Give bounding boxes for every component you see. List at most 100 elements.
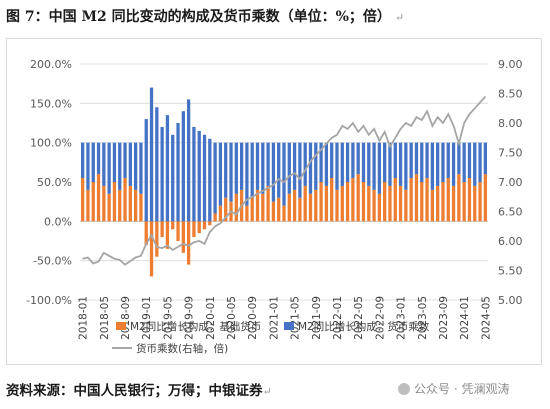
x-axis-tick-label: 2019-09 [184, 296, 196, 340]
paragraph-mark-icon: ↵ [262, 385, 272, 398]
bar-multiplier [128, 142, 132, 186]
bar-multiplier [351, 142, 355, 179]
x-axis-tick-label: 2020-05 [226, 296, 238, 340]
bar-multiplier [335, 142, 339, 190]
bar-base-money [457, 174, 461, 222]
bar-multiplier [208, 138, 212, 222]
watermark-text: 公众号 · 凭澜观涛 [414, 382, 510, 396]
bar-multiplier [261, 142, 265, 194]
x-axis-tick-label: 2023-05 [417, 296, 429, 340]
x-axis-tick-label: 2022-01 [332, 296, 344, 340]
bar-base-money [462, 182, 466, 222]
bar-multiplier [112, 142, 117, 182]
right-axis-tick-label: 6.00 [498, 235, 523, 248]
bar-multiplier [86, 142, 90, 190]
right-axis-tick-label: 8.00 [498, 117, 523, 130]
bar-base-money [81, 178, 85, 222]
bar-base-money [330, 178, 334, 222]
bar-base-money [186, 221, 191, 265]
bar-multiplier [202, 134, 207, 222]
bar-multiplier [483, 142, 487, 175]
bar-multiplier [218, 142, 223, 206]
bar-base-money [234, 193, 238, 222]
bar-base-money [277, 197, 281, 222]
figure-title: 图 7：中国 M2 同比变动的构成及货币乘数（单位：%；倍） ↵ [6, 6, 404, 26]
x-axis-tick-label: 2022-05 [353, 296, 365, 340]
bar-multiplier [361, 142, 366, 182]
bar-multiplier [356, 142, 360, 175]
bar-base-money [292, 189, 297, 222]
bar-multiplier [234, 142, 238, 194]
bar-base-money [250, 197, 254, 222]
bar-base-money [287, 193, 291, 222]
bar-multiplier [155, 107, 159, 222]
left-axis-tick-label: -50.0% [33, 255, 72, 268]
bar-base-money [171, 221, 175, 230]
bar-multiplier [133, 142, 138, 190]
bar-multiplier [160, 126, 164, 222]
bar-base-money [441, 182, 445, 222]
line-series [82, 95, 487, 266]
bar-multiplier [409, 142, 413, 179]
bar-multiplier [192, 126, 196, 222]
source-note: 资料来源：中国人民银行；万得；中银证券↵ [6, 379, 272, 399]
bar-base-money [436, 185, 440, 222]
bar-base-money [197, 221, 201, 234]
bar-multiplier [245, 142, 249, 206]
bar-base-money [192, 221, 196, 238]
bar-multiplier [478, 142, 482, 182]
bar-multiplier [171, 134, 175, 222]
bar-base-money [224, 197, 228, 222]
chart-frame [6, 38, 542, 365]
bar-base-money [181, 221, 185, 253]
bar-base-money [202, 221, 207, 230]
bar-multiplier [324, 142, 329, 186]
left-axis: -100.0% -50.0% 0.0% 50.0% 100.0% 150.0% 200.0% [26, 58, 72, 307]
bar-multiplier [473, 142, 477, 186]
bar-base-money [319, 182, 323, 222]
x-axis-tick-label: 2023-01 [396, 296, 408, 340]
bar-multiplier [282, 142, 286, 206]
bar-multiplier [388, 142, 392, 186]
bar-base-money [467, 178, 472, 222]
left-axis-tick-label: 0.0% [44, 215, 72, 228]
bar-base-money [155, 221, 159, 257]
bar-multiplier [186, 99, 191, 222]
source-text: 资料来源：中国人民银行；万得；中银证券 [6, 383, 263, 399]
bar-base-money [361, 182, 366, 222]
bar-base-money [335, 189, 339, 222]
bar-base-money [308, 193, 313, 222]
left-axis-tick-label: 100.0% [30, 137, 72, 150]
x-axis-tick-label: 2023-09 [438, 296, 450, 340]
bar-base-money [414, 174, 419, 222]
x-axis-tick-label: 2024-05 [480, 296, 492, 340]
right-axis-tick-label: 7.00 [498, 176, 523, 189]
bar-base-money [218, 205, 223, 222]
right-axis-tick-label: 6.50 [498, 206, 523, 219]
bar-base-money [351, 178, 355, 222]
bar-base-money [425, 178, 429, 222]
bar-base-money [144, 221, 148, 245]
bar-multiplier [118, 142, 122, 190]
x-axis-tick-label: 2018-05 [99, 296, 111, 340]
bar-base-money [409, 178, 413, 222]
bar-multiplier [149, 87, 154, 222]
bar-multiplier [404, 142, 408, 190]
bar-base-money [298, 197, 302, 222]
bar-base-money [91, 182, 95, 222]
bar-base-money [367, 185, 371, 222]
x-axis-tick-label: 2020-01 [205, 296, 217, 340]
bar-base-money [96, 174, 101, 222]
x-axis-tick-label: 2021-05 [290, 296, 302, 340]
bar-base-money [266, 185, 270, 222]
bar-base-money [372, 189, 376, 222]
bar-base-money [398, 185, 403, 222]
legend-swatch-multiplier [284, 322, 294, 330]
x-axis: 2018-01 2018-05 2018-09 2019-01 2019-05 2019-… [78, 296, 493, 340]
bar-multiplier [430, 142, 435, 190]
left-axis-tick-label: 150.0% [30, 97, 72, 110]
watermark: 公众号 · 凭澜观涛 [398, 380, 509, 397]
bar-multiplier [303, 142, 307, 186]
